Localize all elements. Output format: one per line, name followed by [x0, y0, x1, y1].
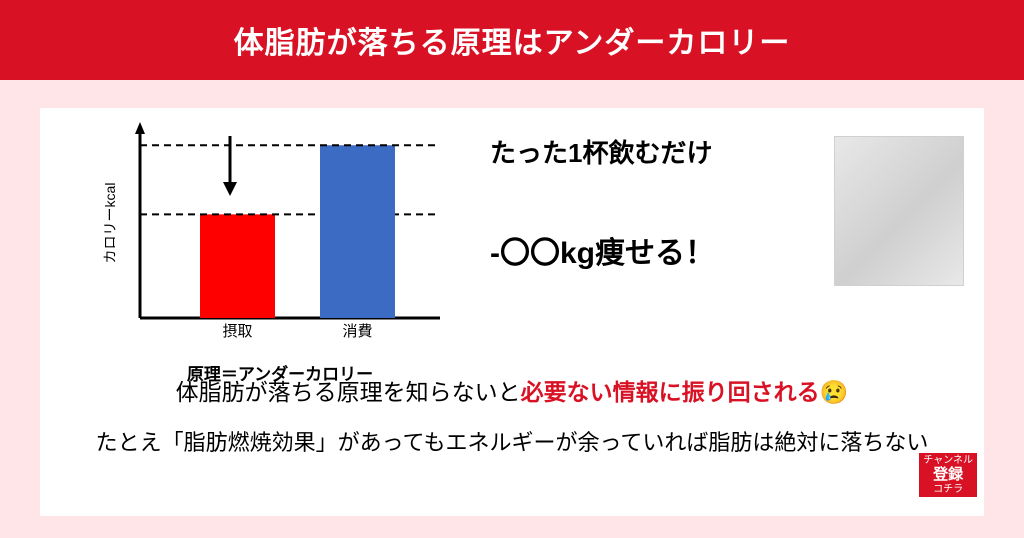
page-title: 体脂肪が落ちる原理はアンダーカロリー: [0, 0, 1024, 80]
warning-line-2: たとえ「脂肪燃焼効果」があってもエネルギーが余っていれば脂肪は絶対に落ちない: [40, 425, 984, 457]
calorie-bar-chart: カロリーkcal摂取消費 原理＝アンダーカロリー: [40, 108, 480, 358]
top-row: カロリーkcal摂取消費 原理＝アンダーカロリー たった1杯飲むだけ -〇〇kg…: [40, 108, 984, 358]
promo-photo-placeholder: [834, 136, 964, 286]
svg-text:消費: 消費: [342, 323, 372, 340]
bottom-text: 体脂肪が落ちる原理を知らないと必要ない情報に振り回される😢 たとえ「脂肪燃焼効果…: [40, 373, 984, 457]
badge-main-label: 登録: [923, 466, 973, 483]
promo-panel: たった1杯飲むだけ -〇〇kg痩せる！: [480, 108, 984, 358]
badge-line-3: コチラ: [933, 484, 963, 495]
svg-text:摂取: 摂取: [222, 323, 252, 340]
chart-subtitle: 原理＝アンダーカロリー: [120, 360, 440, 385]
content-panel: カロリーkcal 摂取 消費 原理＝アンダーカロリー たった1杯飲むだけ -〇〇kg…: [40, 108, 984, 516]
badge-line-1: チャンネル: [923, 455, 973, 466]
warning-line-1-emphasis: 必要ない情報に振り回される: [521, 379, 820, 405]
svg-text:カロリーkcal: カロリーkcal: [102, 183, 118, 264]
chart-canvas: カロリーkcal 摂取 消費: [100, 118, 460, 363]
crying-emoji-icon: 😢: [820, 379, 849, 405]
subscribe-badge[interactable]: チャンネル 登録 コチラ: [918, 452, 978, 498]
